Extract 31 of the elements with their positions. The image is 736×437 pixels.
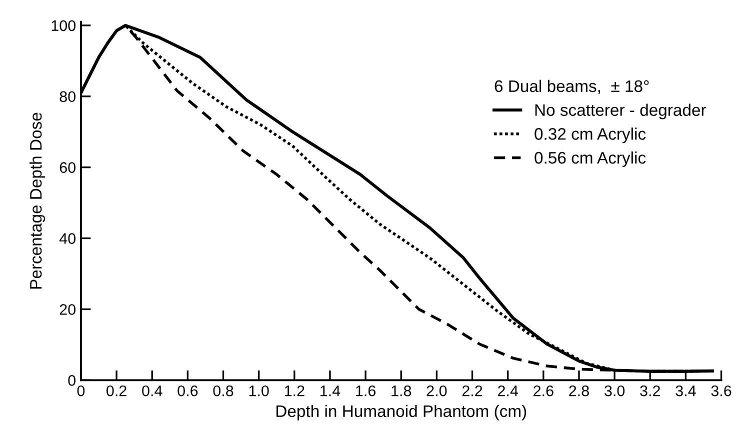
legend-label: 0.32 cm Acrylic <box>534 128 646 144</box>
x-tick-label: 0.2 <box>106 385 126 396</box>
x-tick-label: 0 <box>77 385 85 396</box>
y-tick-label: 80 <box>60 91 76 102</box>
x-tick-label: 1.4 <box>320 386 340 396</box>
y-tick-label: 0 <box>68 375 76 386</box>
y-tick-label: 60 <box>60 162 76 173</box>
x-axis-title: Depth in Humanoid Phantom (cm) <box>276 404 526 420</box>
y-tick-label: 40 <box>59 233 76 244</box>
x-tick-label: 1.0 <box>249 385 269 396</box>
x-tick-label: 2.4 <box>498 385 518 396</box>
x-tick-label: 1.2 <box>284 385 304 396</box>
x-tick-label: 1.6 <box>356 385 376 396</box>
legend-label: 0.56 cm Acrylic <box>534 151 646 167</box>
x-tick-label: 0.4 <box>142 385 162 396</box>
x-tick-label: 1.8 <box>392 385 412 396</box>
y-tick-label: 100 <box>52 20 76 32</box>
legend-title: 6 Dual beams, ± 18° <box>494 80 649 94</box>
x-tick-label: 0.6 <box>178 385 198 396</box>
x-tick-label: 3.6 <box>711 385 732 396</box>
x-tick-label: 3.2 <box>640 385 660 396</box>
x-tick-label: 2.6 <box>534 385 554 396</box>
x-tick-label: 3.4 <box>676 385 696 396</box>
x-tick-label: 2.8 <box>569 385 589 396</box>
legend-label: No scatterer - degrader <box>535 104 706 120</box>
x-tick-label: 0.8 <box>213 385 234 396</box>
x-tick-label: 3.0 <box>604 385 625 396</box>
x-tick-label: 2.0 <box>426 385 447 396</box>
y-tick-label: 20 <box>60 304 76 315</box>
x-tick-label: 2.2 <box>462 385 482 396</box>
y-axis-title: Percentage Depth Dose <box>30 112 46 289</box>
